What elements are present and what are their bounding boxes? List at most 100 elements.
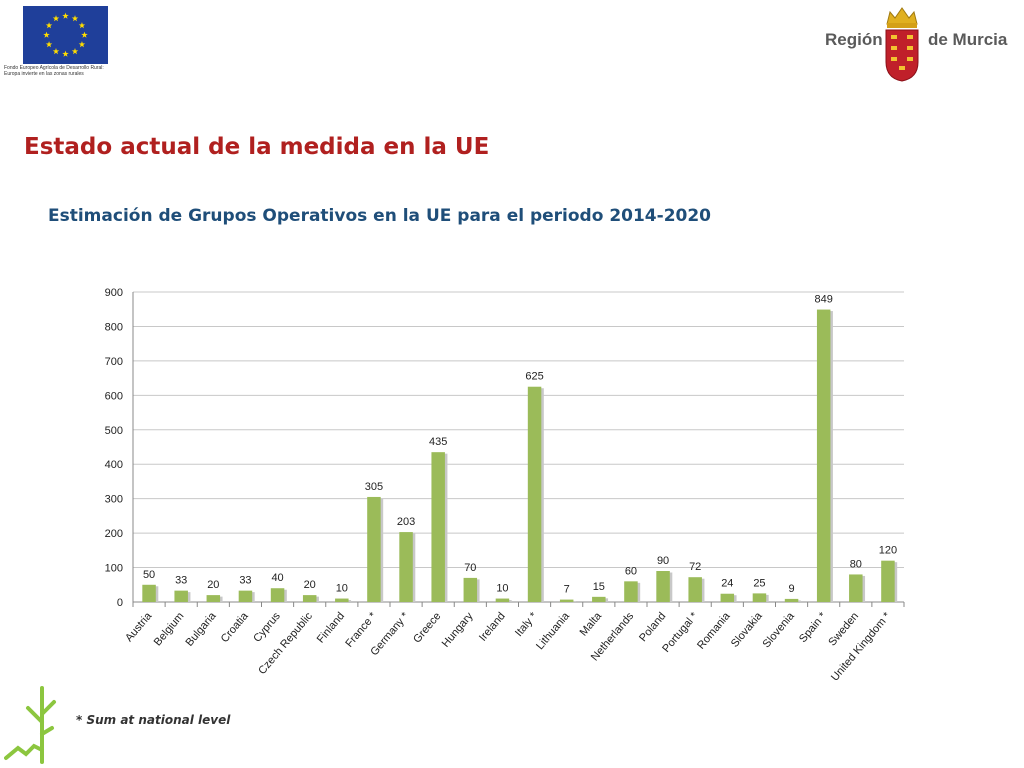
- data-label: 60: [625, 565, 637, 577]
- y-tick-label: 400: [105, 459, 123, 471]
- data-label: 50: [143, 569, 155, 581]
- y-tick-label: 200: [105, 528, 123, 540]
- data-label: 9: [789, 583, 795, 595]
- x-tick-label: Belgium: [152, 610, 187, 648]
- data-label: 25: [753, 577, 765, 589]
- eu-caption-line1: Fondo Europeo Agrícola de Desarrollo Rur…: [4, 65, 104, 71]
- x-tick-label: Italy *: [513, 610, 540, 639]
- data-label: 90: [657, 555, 669, 567]
- data-label: 625: [525, 371, 543, 383]
- sprout-icon: [4, 686, 56, 764]
- data-label: 40: [271, 572, 283, 584]
- x-tick-label: Ireland: [477, 610, 508, 643]
- x-tick-label: Hungary: [440, 610, 476, 650]
- bar: [720, 593, 735, 602]
- murcia-logo-word2: de Murcia: [928, 30, 1008, 49]
- section-title: Estado actual de la medida en la UE: [24, 134, 490, 160]
- eu-flag-logo: [23, 6, 108, 64]
- data-label: 10: [336, 583, 348, 595]
- chart-title: Estimación de Grupos Operativos en la UE…: [48, 206, 712, 226]
- eu-star-icon: [71, 48, 79, 55]
- eu-stars-icon: [43, 12, 88, 57]
- bar: [174, 590, 188, 602]
- data-label: 33: [239, 575, 251, 587]
- y-tick-label: 300: [105, 494, 123, 506]
- x-tick-label: Lithuania: [534, 610, 572, 653]
- eu-star-icon: [78, 41, 86, 48]
- bar: [399, 532, 413, 602]
- bar-chart: 0 100 200 300 400 500 600 700 800 900 50 Austria 33 B…: [105, 287, 905, 684]
- eu-star-icon: [81, 31, 88, 38]
- bar: [495, 598, 510, 602]
- y-tick-label: 700: [105, 356, 123, 368]
- eu-star-icon: [43, 31, 50, 38]
- x-tick-label: Poland: [637, 610, 668, 644]
- y-tick-label: 0: [117, 597, 123, 609]
- data-label: 20: [304, 579, 316, 591]
- eu-star-icon: [45, 41, 53, 48]
- bar: [624, 581, 638, 602]
- eu-star-icon: [45, 22, 53, 29]
- eu-star-icon: [62, 12, 69, 19]
- data-label: 203: [397, 516, 415, 528]
- eu-star-icon: [71, 15, 79, 22]
- bar: [752, 593, 767, 602]
- x-tick-label: Croatia: [219, 610, 252, 646]
- x-tick-label: Slovakia: [729, 610, 765, 650]
- data-label: 24: [721, 578, 733, 590]
- data-label: 20: [207, 579, 219, 591]
- footnote: * Sum at national level: [76, 713, 231, 727]
- region-murcia-logo: Región de Murcia: [824, 4, 1014, 84]
- x-tick-label: Austria: [123, 610, 155, 645]
- bar: [463, 577, 478, 602]
- bar: [527, 386, 542, 602]
- bar: [592, 596, 606, 602]
- bar: [881, 560, 895, 602]
- x-tick-label: Bulgaria: [183, 610, 219, 649]
- bar: [656, 571, 670, 602]
- x-tick-label: Slovenia: [761, 610, 798, 651]
- x-tick-label: Cyprus: [251, 610, 283, 645]
- data-label: 70: [464, 562, 476, 574]
- eu-caption-line2: Europa invierte en las zonas rurales: [4, 71, 84, 77]
- x-tick-label: Romania: [695, 610, 733, 652]
- y-tick-label: 800: [105, 321, 123, 333]
- eu-star-icon: [78, 22, 86, 29]
- bar: [784, 598, 799, 602]
- x-tick-label: Spain *: [797, 610, 829, 645]
- data-label: 435: [429, 436, 447, 448]
- data-label: 72: [689, 561, 701, 573]
- data-label: 15: [593, 581, 605, 593]
- x-tick-label: Greece: [411, 610, 443, 645]
- x-tick-label: Malta: [578, 610, 605, 639]
- bar: [688, 577, 702, 602]
- bar: [367, 496, 381, 602]
- data-label: 10: [496, 583, 508, 595]
- x-tick-label: Finland: [315, 610, 347, 645]
- data-label: 7: [564, 584, 570, 596]
- bar: [816, 309, 831, 602]
- data-label: 33: [175, 575, 187, 587]
- bar: [559, 599, 574, 602]
- data-label: 80: [850, 558, 862, 570]
- x-tick-label: United Kingdom *: [829, 610, 894, 684]
- bar: [238, 590, 253, 602]
- bar: [849, 574, 863, 602]
- y-tick-label: 900: [105, 287, 123, 299]
- data-label: 305: [365, 481, 383, 493]
- eu-star-icon: [52, 48, 60, 55]
- bar: [142, 584, 156, 602]
- bar: [206, 595, 221, 602]
- y-tick-label: 500: [105, 425, 123, 437]
- data-label: 120: [879, 545, 897, 557]
- data-label: 849: [815, 294, 833, 306]
- eu-star-icon: [62, 50, 69, 57]
- coat-of-arms-icon: [885, 7, 919, 82]
- y-tick-label: 600: [105, 390, 123, 402]
- eu-fund-caption: Fondo Europeo Agrícola de Desarrollo Rur…: [4, 65, 144, 77]
- bar: [431, 452, 445, 602]
- y-tick-label: 100: [105, 563, 123, 575]
- eu-star-icon: [52, 15, 60, 22]
- bar: [335, 598, 349, 602]
- murcia-logo-word1: Región: [825, 30, 883, 49]
